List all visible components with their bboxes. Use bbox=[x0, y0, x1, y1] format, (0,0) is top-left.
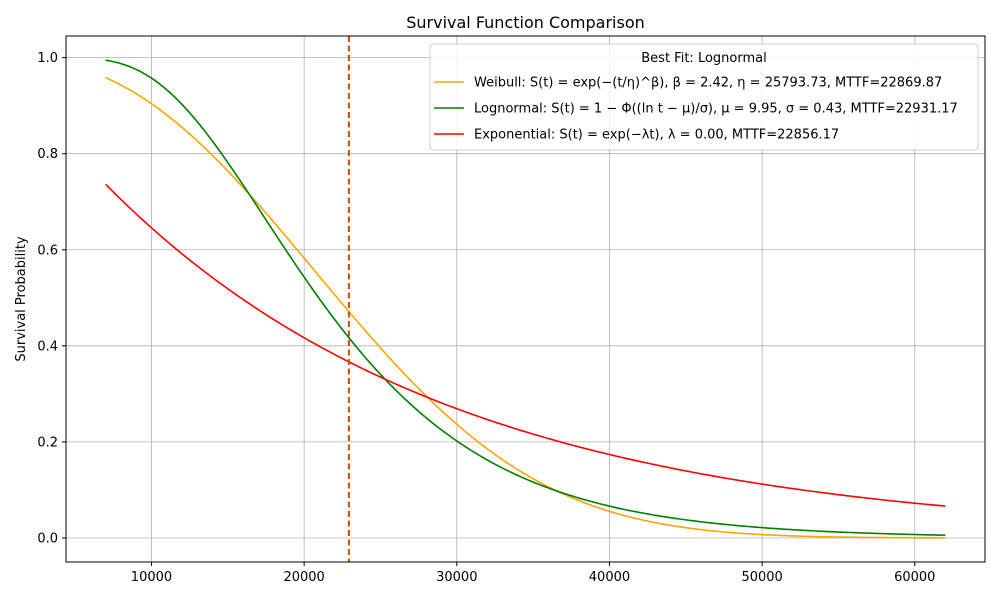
x-tick-label: 60000 bbox=[894, 570, 935, 585]
x-tick-label: 30000 bbox=[436, 570, 477, 585]
legend-label-weibull: Weibull: S(t) = exp(−(t/η)^β), β = 2.42,… bbox=[474, 76, 942, 91]
y-tick-label: 0.6 bbox=[37, 243, 58, 258]
x-tick-label: 20000 bbox=[283, 570, 324, 585]
y-tick-label: 0.4 bbox=[37, 339, 58, 354]
y-tick-label: 1.0 bbox=[37, 51, 58, 66]
x-axis-ticks: 10000 20000 30000 40000 50000 60000 bbox=[131, 562, 935, 585]
legend-label-exponential: Exponential: S(t) = exp(−λt), λ = 0.00, … bbox=[474, 128, 839, 143]
plot-frame bbox=[65, 35, 986, 563]
y-tick-label: 0.2 bbox=[37, 435, 58, 450]
legend-label-lognormal: Lognormal: S(t) = 1 − Φ((ln t − μ)/σ), μ… bbox=[474, 102, 958, 117]
y-tick-label: 0.0 bbox=[37, 531, 58, 546]
y-axis-label: Survival Probability bbox=[14, 236, 29, 362]
series-line-exponential bbox=[105, 183, 946, 507]
series-lines bbox=[105, 59, 946, 539]
legend: Best Fit: Lognormal Weibull: S(t) = exp(… bbox=[429, 43, 979, 151]
x-tick-label: 50000 bbox=[741, 570, 782, 585]
series-line-lognormal bbox=[105, 59, 946, 536]
x-tick-label: 40000 bbox=[589, 570, 630, 585]
legend-title: Best Fit: Lognormal bbox=[641, 51, 766, 66]
legend-items: Weibull: S(t) = exp(−(t/η)^β), β = 2.42,… bbox=[434, 76, 958, 143]
legend-box bbox=[429, 43, 979, 151]
chart-title: Survival Function Comparison bbox=[406, 13, 645, 32]
x-tick-label: 10000 bbox=[131, 570, 172, 585]
y-axis-ticks: 0.0 0.2 0.4 0.6 0.8 1.0 bbox=[37, 51, 66, 546]
y-tick-label: 0.8 bbox=[37, 147, 58, 162]
